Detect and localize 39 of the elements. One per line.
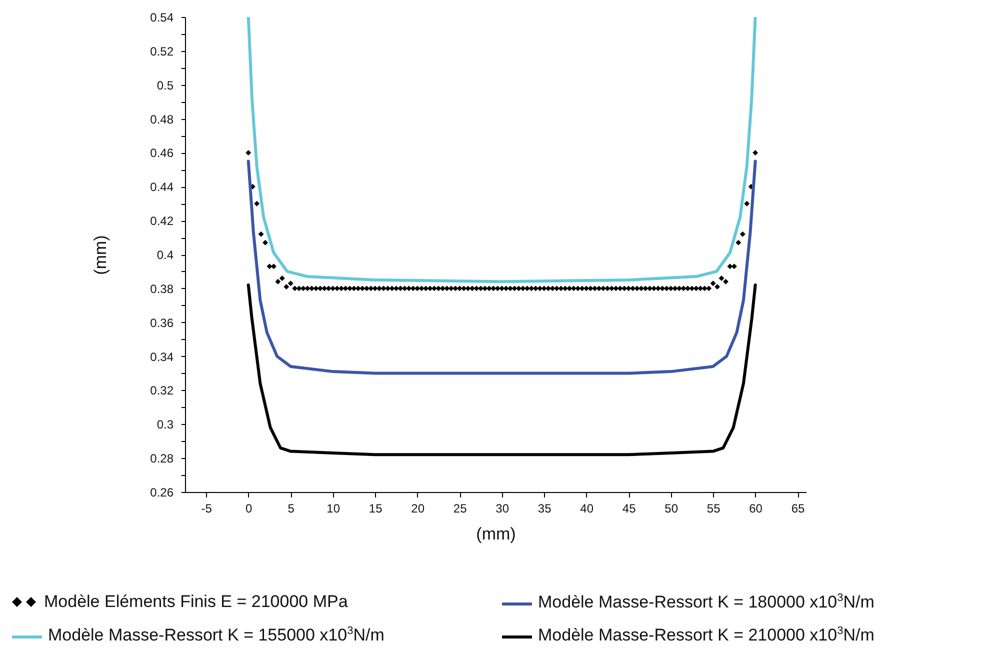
x-tick-label: 60 bbox=[749, 502, 763, 516]
x-tick-label: 65 bbox=[791, 502, 806, 516]
y-tick-label: 0.34 bbox=[150, 350, 174, 364]
line-series bbox=[246, 284, 757, 456]
y-tick-label: 0.38 bbox=[150, 282, 174, 296]
y-tick-label: 0.32 bbox=[150, 384, 174, 398]
x-axis-title: (mm) bbox=[476, 524, 516, 544]
y-tick-label: 0.54 bbox=[150, 10, 174, 24]
y-tick-label: 0.44 bbox=[150, 180, 174, 194]
x-tick-label: 55 bbox=[706, 502, 721, 516]
x-tick-label: 30 bbox=[496, 502, 510, 516]
legend-label: Modèle Eléments Finis E = 210000 MPa bbox=[44, 592, 348, 612]
y-tick-label: 0.28 bbox=[150, 452, 174, 466]
legend-label: Modèle Masse-Ressort K = 155000 x10$^{3}$N/m bbox=[48, 624, 384, 646]
y-tick-label: 0.3 bbox=[156, 418, 174, 432]
y-tick-label: 0.5 bbox=[156, 78, 174, 92]
y-tick-label: 0.46 bbox=[150, 146, 174, 160]
y-tick-label: 0.26 bbox=[150, 486, 174, 500]
x-tick-label: 20 bbox=[411, 502, 425, 516]
y-tick-label: 0.36 bbox=[150, 316, 174, 330]
y-tick-label: 0.52 bbox=[150, 44, 174, 58]
legend-label: Modèle Masse-Ressort K = 210000 x10$^{3}$N/m bbox=[538, 624, 874, 646]
line-series bbox=[246, 17, 757, 284]
x-tick-label: 35 bbox=[538, 502, 552, 516]
y-tick-label: 0.4 bbox=[156, 248, 174, 262]
y-tick-label: 0.48 bbox=[150, 112, 174, 126]
y-axis-title: (mm) bbox=[91, 235, 110, 275]
x-tick-label: -5 bbox=[201, 502, 212, 516]
x-tick-label: 15 bbox=[368, 502, 383, 516]
x-tick-label: 0 bbox=[246, 502, 253, 516]
line-series bbox=[246, 160, 757, 375]
x-tick-label: 25 bbox=[453, 502, 468, 516]
y-tick-label: 0.42 bbox=[150, 214, 174, 228]
x-tick-label: 10 bbox=[326, 502, 340, 516]
x-tick-label: 5 bbox=[288, 502, 295, 516]
legend-label: Modèle Masse-Ressort K = 180000 x10$^{3}$N/m bbox=[538, 592, 874, 613]
x-tick-label: 45 bbox=[622, 502, 636, 516]
x-tick-label: 50 bbox=[664, 502, 678, 516]
x-tick-label: 40 bbox=[580, 502, 594, 516]
